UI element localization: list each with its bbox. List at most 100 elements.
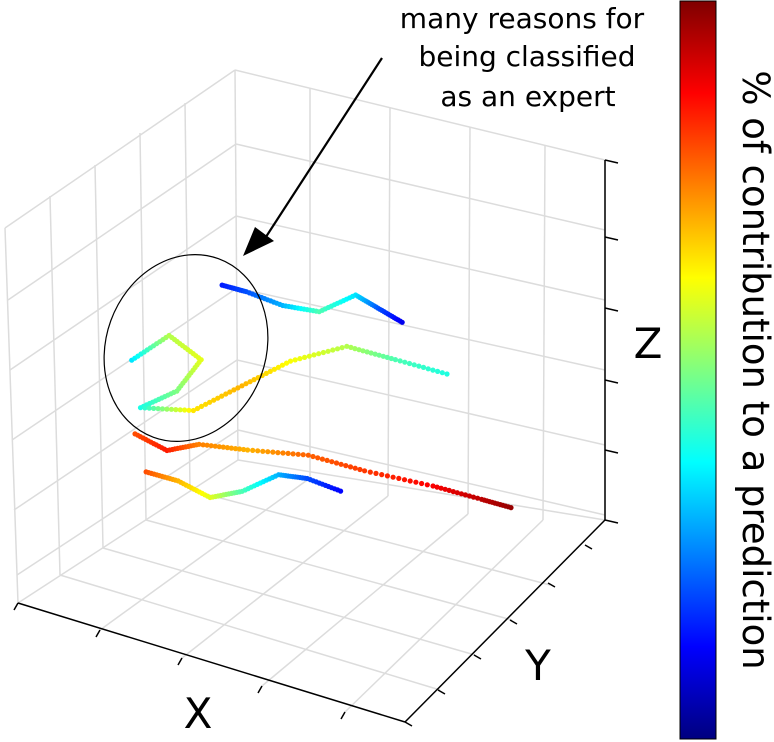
data-point-s1	[315, 455, 321, 461]
data-point-s1	[379, 472, 385, 478]
data-point-s0	[146, 405, 152, 411]
data-point-s1	[285, 450, 291, 456]
annotation-arrowhead	[243, 227, 274, 256]
data-point-s0	[376, 352, 382, 358]
data-point-s1	[241, 446, 247, 453]
data-point-s0	[190, 407, 196, 414]
data-point-s1	[200, 442, 206, 448]
data-point-s0	[435, 368, 441, 374]
data-point-s1	[438, 485, 444, 491]
data-point-s1	[454, 490, 460, 496]
grid-lines	[4, 69, 606, 713]
data-point-s0	[416, 363, 422, 369]
annotation-line-3: as an expert	[440, 80, 615, 113]
data-point-s1	[333, 460, 340, 466]
annotation-line-1: many reasons for	[400, 2, 645, 35]
axis-lines	[13, 159, 619, 727]
data-point-s1	[212, 443, 218, 449]
data-point-s1	[324, 457, 330, 463]
y-axis-line	[404, 519, 606, 723]
data-point-s0	[368, 350, 374, 356]
data-point-s1	[508, 505, 514, 511]
data-point-s1	[430, 483, 436, 489]
data-point-s0	[159, 406, 166, 412]
data-point-s0	[302, 354, 308, 360]
data-point-s1	[280, 450, 286, 456]
data-point-s1	[232, 446, 239, 452]
data-point-s0	[198, 403, 205, 409]
data-point-s1	[401, 477, 408, 483]
data-point-s0	[267, 368, 273, 374]
data-point-s0	[186, 407, 192, 413]
data-point-s0	[320, 349, 326, 356]
data-point-s0	[330, 347, 336, 353]
colorbar-label: % of contribution to a prediction	[734, 70, 774, 669]
data-point-s1	[442, 486, 448, 492]
data-point-s0	[444, 371, 450, 377]
data-point-s1	[260, 448, 266, 454]
data-point-s0	[352, 346, 358, 352]
data-point-s0	[137, 405, 144, 411]
data-point-s0	[231, 387, 237, 393]
data-point-s0	[397, 358, 403, 364]
data-point-s0	[380, 353, 386, 359]
data-point-s1	[357, 466, 363, 473]
data-point-s1	[373, 470, 379, 476]
data-point-s0	[235, 385, 241, 391]
data-point-s0	[406, 360, 413, 367]
data-point-s0	[344, 343, 350, 349]
data-point-s0	[430, 367, 436, 373]
data-point-s1	[390, 474, 396, 480]
x-axis-label: X	[184, 689, 213, 738]
data-point-s0	[356, 347, 362, 353]
data-point-s0	[239, 383, 245, 389]
data-point-s0	[316, 351, 322, 357]
data-point-s1	[475, 495, 481, 501]
data-point-s0	[271, 366, 277, 372]
data-point-s0	[182, 407, 188, 413]
y-axis-label: Y	[524, 641, 551, 690]
data-point-s1	[434, 484, 440, 490]
data-point-s0	[339, 345, 345, 351]
data-point-s1	[228, 445, 234, 451]
data-point-s0	[219, 393, 225, 399]
z-axis-label: Z	[634, 319, 663, 368]
colorbar	[679, 0, 717, 740]
data-point-s0	[177, 407, 183, 413]
data-point-s0	[164, 406, 170, 412]
data-point-s1	[236, 446, 243, 452]
data-point-s1	[250, 447, 256, 453]
data-point-s0	[287, 358, 294, 364]
data-point-s1	[396, 475, 402, 481]
data-point-s0	[173, 407, 179, 413]
data-point-s0	[364, 349, 370, 355]
data-point-s1	[462, 492, 468, 498]
data-point-s1	[255, 448, 261, 454]
data-point-s0	[211, 397, 217, 403]
data-points	[129, 282, 514, 511]
data-point-s3	[338, 488, 344, 494]
data-point-s0	[325, 348, 331, 354]
data-point-s1	[343, 463, 349, 469]
data-point-s1	[290, 451, 296, 457]
data-point-s1	[216, 444, 222, 450]
data-point-s1	[329, 459, 335, 465]
data-point-s0	[223, 391, 229, 397]
data-point-s0	[388, 355, 394, 362]
data-point-s1	[367, 469, 373, 475]
data-point-s0	[142, 405, 148, 411]
data-point-s1	[319, 456, 325, 462]
data-point-s1	[265, 449, 271, 455]
data-point-s0	[411, 362, 417, 368]
data-point-s0	[292, 357, 298, 363]
x-axis-line	[17, 602, 406, 723]
data-point-s1	[413, 479, 419, 485]
data-point-s1	[196, 441, 202, 447]
data-point-s1	[220, 444, 226, 450]
data-point-s1	[347, 464, 354, 470]
data-point-s1	[204, 442, 210, 448]
data-point-s0	[420, 364, 427, 370]
data-point-s0	[203, 401, 209, 407]
